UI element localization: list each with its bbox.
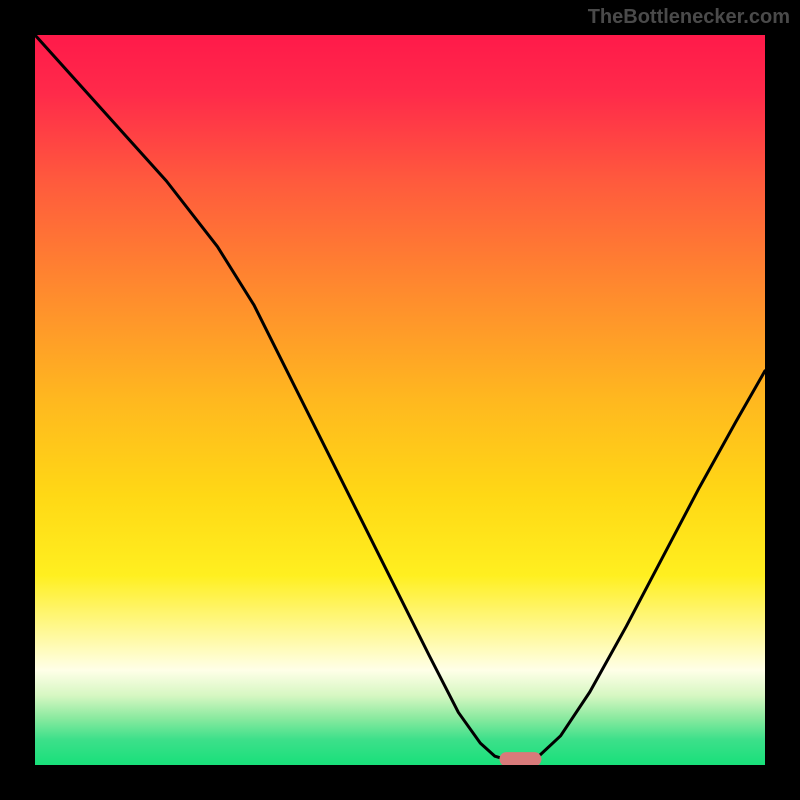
chart-svg bbox=[35, 35, 765, 765]
gradient-background bbox=[35, 35, 765, 765]
watermark-text: TheBottlenecker.com bbox=[588, 6, 790, 29]
optimal-marker bbox=[499, 752, 541, 765]
bottleneck-chart bbox=[35, 35, 765, 765]
